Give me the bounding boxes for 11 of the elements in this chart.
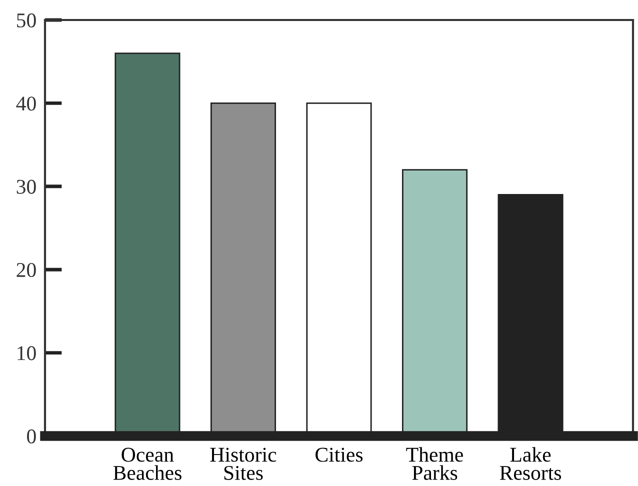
x-tick-label: Theme Parks [406,447,463,480]
y-tick-label: 40 [16,96,36,111]
x-tick-label: Cities [316,448,363,462]
x-tick-label: Lake Resorts [500,447,562,480]
y-tick-label: 30 [16,180,36,194]
y-tick-label: 20 [16,262,36,278]
y-tick-label: 0 [27,429,36,444]
y-tick-label: 10 [18,346,36,360]
x-tick-label: Ocean Beaches [113,448,182,480]
y-tick-label: 50 [17,13,36,28]
x-tick-label: Historic Sites [210,448,276,480]
